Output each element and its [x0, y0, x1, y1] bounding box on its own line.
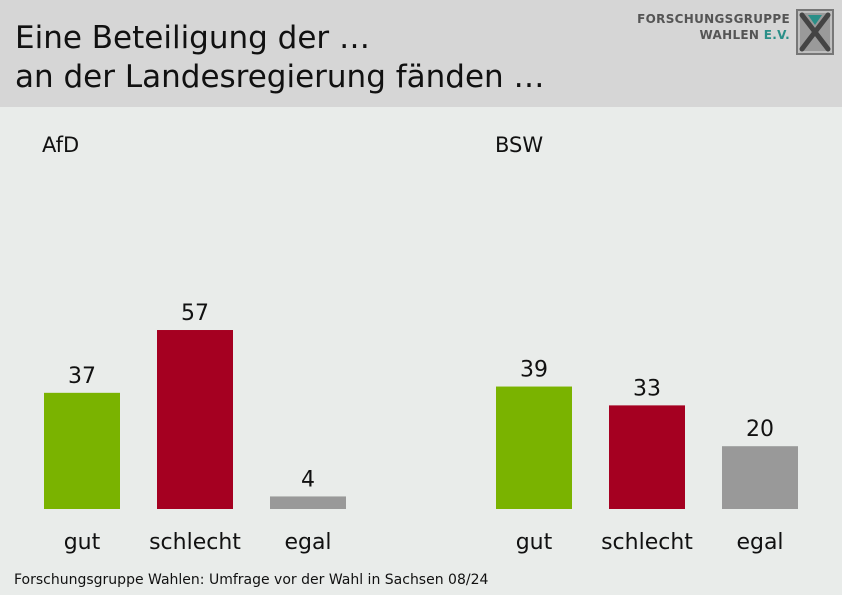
bar-gut	[496, 386, 572, 509]
data-label: 33	[633, 376, 661, 401]
logo-text-wahlen: WAHLEN	[699, 28, 760, 42]
category-label: egal	[284, 530, 331, 555]
data-label: 39	[520, 358, 548, 383]
category-label: schlecht	[601, 530, 693, 555]
logo-text-line-1: FORSCHUNGSGRUPPE	[637, 12, 790, 26]
chart-title: BSW	[495, 133, 543, 157]
chart-group-afd: AfD 37 gut 57 schlecht 4 egal	[42, 133, 346, 555]
bar-chart: AfD 37 gut 57 schlecht 4 egal BSW 39 gut 33 schlech…	[42, 133, 798, 555]
data-label: 37	[68, 364, 96, 389]
bar-schlecht	[609, 405, 685, 509]
logo-text-ev: E.V.	[763, 28, 790, 42]
data-label: 20	[746, 417, 774, 442]
bar-egal	[722, 446, 798, 509]
source-note: Forschungsgruppe Wahlen: Umfrage vor der…	[14, 572, 489, 588]
logo: FORSCHUNGSGRUPPE WAHLEN E.V.	[637, 6, 836, 60]
category-label: gut	[516, 530, 553, 555]
chart-group-bsw: BSW 39 gut 33 schlecht 20 egal	[495, 133, 798, 555]
header: Eine Beteiligung der … an der Landesregi…	[0, 0, 842, 107]
x-box-logo-icon	[796, 9, 834, 55]
page-title-line-1: Eine Beteiligung der …	[15, 20, 371, 56]
chart-title: AfD	[42, 133, 79, 157]
data-label: 4	[301, 467, 315, 492]
category-label: schlecht	[149, 530, 241, 555]
logo-text-line-2: WAHLEN E.V.	[700, 28, 790, 42]
bar-gut	[44, 392, 120, 509]
category-label: egal	[736, 530, 783, 555]
category-label: gut	[64, 530, 101, 555]
bar-egal	[270, 496, 346, 509]
page-title-line-2: an der Landesregierung fänden …	[15, 59, 545, 95]
data-label: 57	[181, 301, 209, 326]
bar-schlecht	[157, 330, 233, 509]
